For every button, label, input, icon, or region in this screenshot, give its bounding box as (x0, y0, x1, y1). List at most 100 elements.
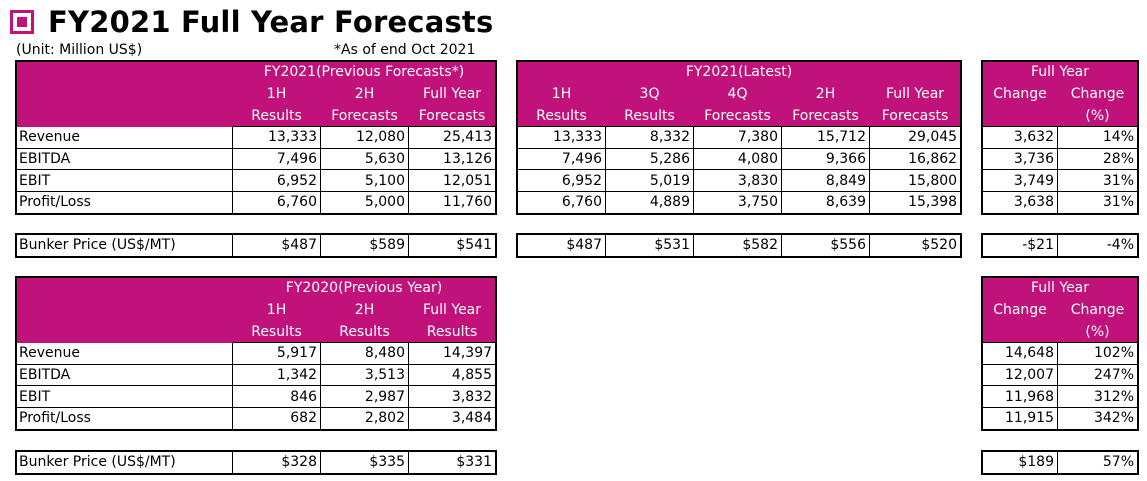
cell: 28% (1057, 147, 1138, 171)
col-header: 4Q (693, 82, 782, 106)
cell: 7,496 (517, 147, 606, 171)
table-row: 11,968 312% (982, 385, 1138, 409)
col-header: 3Q (605, 82, 694, 106)
cell: 8,849 (781, 169, 870, 193)
cell: 5,019 (605, 169, 694, 193)
table-fy2020-previous-year: FY2020(Previous Year) 1H 2H Full Year Re… (14, 276, 498, 431)
col-header: 2H (781, 82, 870, 106)
cell: 682 (232, 407, 321, 430)
cell: $531 (605, 234, 694, 257)
cell: $189 (982, 451, 1058, 474)
row-label: Profit/Loss (16, 191, 233, 214)
cell: 11,760 (407, 191, 497, 214)
table-row: EBIT 6,952 5,100 12,051 (16, 169, 497, 193)
cell: 8,639 (781, 191, 870, 214)
header-blank (16, 60, 233, 128)
cell: 3,632 (982, 126, 1058, 149)
col-header: Results (232, 104, 321, 128)
cell: $582 (693, 234, 782, 257)
cell: 15,800 (868, 169, 962, 193)
table-bunker-price-previous-year: Bunker Price (US$/MT) $328 $335 $331 (15, 450, 497, 475)
col-header: Results (320, 320, 409, 344)
cell: 8,480 (320, 342, 409, 365)
cell: 14,397 (407, 342, 497, 365)
table-bunker-price-latest: $487 $531 $582 $556 $520 (516, 233, 962, 258)
cell: $541 (408, 234, 496, 257)
table-row: Bunker Price (US$/MT) $487 $589 $541 (16, 234, 496, 257)
cell: 14% (1057, 126, 1138, 149)
cell: 5,000 (320, 191, 409, 214)
cell: 13,333 (232, 126, 321, 149)
cell: 12,051 (407, 169, 497, 193)
table-row: 3,632 14% (982, 126, 1138, 149)
cell: 15,712 (781, 126, 870, 149)
col-header: (%) (1057, 320, 1138, 344)
table-row: 6,952 5,019 3,830 8,849 15,800 (517, 169, 962, 193)
cell: 31% (1057, 169, 1138, 193)
table-row: $487 $531 $582 $556 $520 (517, 234, 961, 257)
table-row: 3,638 31% (982, 191, 1138, 214)
row-label: EBITDA (16, 363, 233, 387)
row-label: Revenue (16, 126, 233, 149)
table-row: EBITDA 1,342 3,513 4,855 (16, 363, 497, 387)
cell: -$21 (982, 234, 1058, 257)
col-header: Results (605, 104, 694, 128)
cell: 2,802 (320, 407, 409, 430)
col-header: 1H (517, 82, 606, 106)
col-header: Forecasts (781, 104, 870, 128)
cell: 5,286 (605, 147, 694, 171)
as-of-note: *As of end Oct 2021 (334, 42, 476, 58)
table-bunker-price-previous-forecasts: Bunker Price (US$/MT) $487 $589 $541 (15, 233, 497, 258)
table-row: -$21 -4% (982, 234, 1138, 257)
table-row: Bunker Price (US$/MT) $328 $335 $331 (16, 451, 496, 474)
table-row: $189 57% (982, 451, 1138, 474)
cell: 4,080 (693, 147, 782, 171)
cell: 16,862 (868, 147, 962, 171)
col-header: Forecasts (320, 104, 409, 128)
page-title: FY2021 Full Year Forecasts (10, 4, 493, 40)
cell: $487 (232, 234, 321, 257)
table-row: Revenue 13,333 12,080 25,413 (16, 126, 497, 149)
col-header: Full Year (407, 298, 497, 322)
col-header: Results (517, 104, 606, 128)
cell: 6,760 (232, 191, 321, 214)
row-label: Revenue (16, 342, 233, 365)
col-header: Forecasts (868, 104, 962, 128)
cell: 846 (232, 385, 321, 409)
square-bullet-icon (10, 10, 34, 34)
row-label: EBITDA (16, 147, 233, 171)
group-header: FY2021(Previous Forecasts*) (231, 61, 497, 84)
table-fy2021-previous-forecasts: FY2021(Previous Forecasts*) 1H 2H Full Y… (14, 60, 498, 215)
row-label: EBIT (16, 169, 233, 193)
cell: 57% (1057, 451, 1138, 474)
table-row: 13,333 8,332 7,380 15,712 29,045 (517, 126, 962, 149)
cell: $520 (869, 234, 961, 257)
cell: $487 (517, 234, 606, 257)
table-row: Profit/Loss 6,760 5,000 11,760 (16, 191, 497, 214)
table-bunker-price-change-top: -$21 -4% (981, 233, 1139, 258)
group-header: FY2021(Latest) (516, 61, 962, 84)
cell: 6,952 (232, 169, 321, 193)
cell: 3,513 (320, 363, 409, 387)
table-row: Revenue 5,917 8,480 14,397 (16, 342, 497, 365)
cell: 8,332 (605, 126, 694, 149)
cell: 4,855 (407, 363, 497, 387)
cell: 11,915 (982, 407, 1058, 430)
table-row: 7,496 5,286 4,080 9,366 16,862 (517, 147, 962, 171)
cell: 2,987 (320, 385, 409, 409)
col-header: 1H (232, 82, 321, 106)
col-header: Change (1057, 298, 1138, 322)
cell: 3,750 (693, 191, 782, 214)
row-label: EBIT (16, 385, 233, 409)
cell: 4,889 (605, 191, 694, 214)
table-row: 14,648 102% (982, 342, 1138, 365)
col-header: 2H (320, 298, 409, 322)
cell: 5,917 (232, 342, 321, 365)
cell: 3,484 (407, 407, 497, 430)
col-header (982, 104, 1058, 128)
cell: 31% (1057, 191, 1138, 214)
cell: 3,832 (407, 385, 497, 409)
table-row: 12,007 247% (982, 363, 1138, 387)
col-header: Full Year (407, 82, 497, 106)
row-label: Bunker Price (US$/MT) (16, 451, 233, 474)
